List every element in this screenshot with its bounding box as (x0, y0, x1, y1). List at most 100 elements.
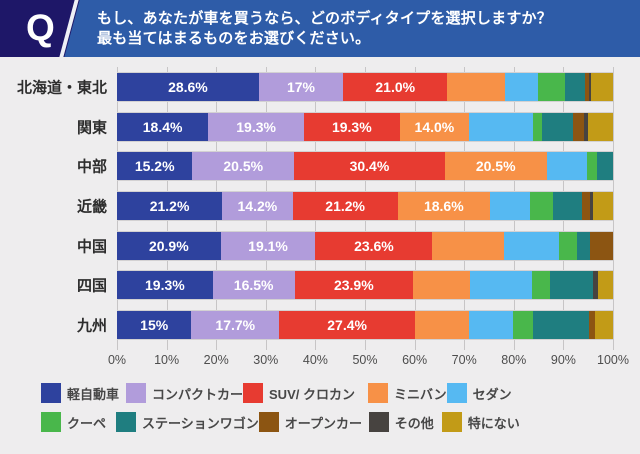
bar-segment: 18.4% (117, 112, 209, 141)
bar-segment (447, 72, 506, 101)
legend-label: セダン (472, 386, 512, 402)
bar-segment-value: 17% (286, 78, 316, 95)
bar-segment: 21.2% (117, 192, 223, 221)
bar-segment: 23.9% (294, 271, 414, 300)
question-text: もし、あなたが車を買うなら、どのボディタイプを選択しますか？ 最も当てはまるもの… (97, 9, 552, 49)
stacked-bar: 21.2% 14.2% 21.2% 18.6% (117, 191, 613, 222)
legend-item: ミニバン (368, 383, 447, 403)
bar-segment: 15% (117, 311, 192, 340)
gridline (613, 67, 614, 350)
bar-segment: 20.5% (444, 152, 547, 181)
bar-segment (595, 311, 613, 340)
stacked-bar: 18.4% 19.3% 19.3% 14.0% (117, 111, 613, 142)
stacked-bar: 15% 17.7% 27.4% (117, 310, 613, 341)
bar-segment (532, 271, 550, 300)
legend-label: オープンカー (284, 415, 362, 431)
bar-segment: 16.5% (212, 271, 295, 300)
bar-segment-value: 23.6% (354, 237, 394, 254)
bar-segment (558, 231, 577, 260)
x-axis-tick-label: 10% (154, 353, 180, 367)
bar-segment (576, 231, 591, 260)
bar-segment: 18.6% (397, 192, 490, 221)
bar-segment-value: 21.2% (325, 198, 365, 215)
legend-swatch (243, 383, 264, 403)
bar-segment (533, 311, 589, 340)
legend-item: 特にない (441, 412, 520, 432)
category-label: 近畿 (76, 198, 107, 216)
category-label: 中部 (76, 158, 107, 176)
question-line-1: もし、あなたが車を買うなら、どのボディタイプを選択しますか？ (97, 9, 552, 27)
legend-row: クーペ ステーションワゴン オープンカー その他 特にない (41, 412, 630, 432)
bar-segment: 17% (258, 72, 344, 101)
legend-swatch (446, 383, 467, 403)
legend-label: クーペ (67, 415, 107, 431)
x-axis-tick-label: 20% (203, 353, 229, 367)
legend-swatch (258, 412, 279, 432)
bar-segment (590, 192, 594, 221)
bar-segment (593, 192, 613, 221)
bar-segment (588, 72, 591, 101)
bar-segment (598, 271, 613, 300)
bar-segment (529, 192, 553, 221)
bar-segment-value: 23.9% (333, 277, 374, 294)
bar-segment (415, 311, 470, 340)
bar-segment (593, 271, 599, 300)
bar-segment (537, 72, 565, 101)
x-axis-tick-label: 0% (107, 353, 127, 367)
bar-segment (588, 112, 613, 141)
bar-segment-value: 14.0% (414, 118, 455, 135)
bar-segment (505, 72, 538, 101)
bar-segment-value: 19.1% (248, 237, 288, 254)
legend-label: 特にない (467, 415, 520, 431)
bar-segment (469, 112, 533, 141)
bar-segment: 23.6% (315, 231, 433, 260)
bar-segment: 27.4% (279, 311, 416, 340)
bar-segment (587, 152, 598, 181)
legend-item: ステーションワゴン (116, 412, 259, 432)
legend-label: コンパクトカー (152, 386, 244, 402)
bar-segment (549, 271, 594, 300)
bar-segment-value: 21.2% (149, 198, 190, 215)
legend-item: その他 (368, 412, 442, 432)
legend-swatch (368, 383, 389, 403)
x-axis-tick-label: 90% (550, 353, 576, 367)
legend-label: 軽自動車 (67, 386, 120, 402)
bar-segment (590, 72, 613, 101)
bar-row: 関東 18.4% 19.3% 19.3% 14.0% (77, 107, 613, 147)
bar-segment: 28.6% (117, 72, 259, 101)
bar-segment (513, 311, 534, 340)
stacked-bar: 15.2% 20.5% 30.4% 20.5% (117, 151, 613, 182)
bar-segment-value: 19.3% (236, 118, 276, 135)
legend-item: SUV/ クロカン (243, 383, 368, 403)
legend: 軽自動車 コンパクトカー SUV/ クロカン ミニバン セダンクーペ ステーションワゴン オ… (41, 383, 630, 441)
legend-item: コンパクトカー (126, 383, 243, 403)
bar-segment: 15.2% (117, 152, 193, 181)
bar-segment (413, 271, 470, 300)
bar-segment (489, 192, 530, 221)
legend-item: 軽自動車 (41, 383, 126, 403)
legend-label: ステーションワゴン (142, 415, 259, 431)
bar-segment: 21.0% (343, 72, 448, 101)
bar-row: 四国 19.3% 16.5% 23.9% (77, 266, 613, 306)
bar-segment: 14.2% (222, 192, 293, 221)
bar-segment (546, 152, 588, 181)
bar-segment-value: 20.5% (475, 158, 516, 175)
legend-row: 軽自動車 コンパクトカー SUV/ クロカン ミニバン セダン (41, 383, 630, 403)
legend-item: オープンカー (258, 412, 369, 432)
bar-segment-value: 18.6% (423, 198, 464, 215)
bar-segment: 17.7% (191, 311, 280, 340)
bar-row: 中国 20.9% 19.1% 23.6% (77, 226, 613, 266)
bar-row: 九州 15% 17.7% 27.4% (77, 305, 613, 345)
bar-segment (584, 112, 589, 141)
bar-segment-value: 28.6% (168, 78, 208, 95)
x-axis-tick-label: 50% (352, 353, 378, 367)
bar-segment-value: 19.3% (331, 118, 372, 135)
legend-swatch (41, 383, 61, 403)
legend-swatch (126, 383, 146, 403)
bar-segment (572, 112, 585, 141)
stacked-bar: 28.6% 17% 21.0% (117, 71, 613, 102)
bar-segment (469, 271, 533, 300)
bar-segment (532, 112, 543, 141)
bar-segment: 19.3% (208, 112, 304, 141)
stacked-bar: 20.9% 19.1% 23.6% (117, 230, 613, 261)
